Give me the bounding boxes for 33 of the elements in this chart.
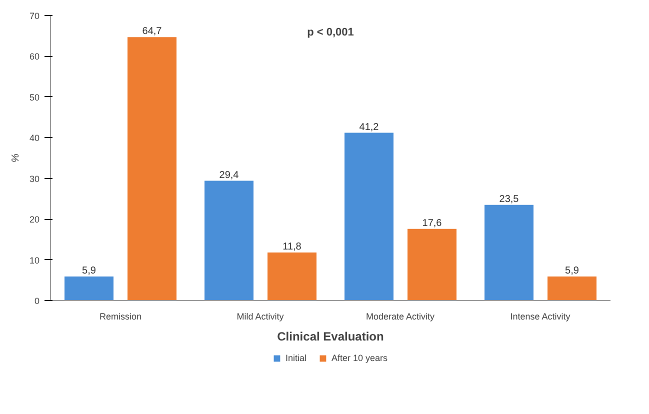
y-tick-label: 30 [29, 174, 40, 184]
data-label: 11,8 [282, 241, 302, 252]
bar [128, 37, 176, 300]
bar [484, 204, 534, 300]
y-tick-label: 20 [29, 214, 40, 225]
legend-label: After 10 years [331, 353, 388, 363]
data-label: 23,5 [499, 194, 520, 205]
bar [268, 252, 316, 300]
bar [408, 228, 456, 300]
data-label: 17,6 [422, 218, 442, 229]
annotation: p < 0,001 [307, 26, 354, 38]
bar [204, 180, 254, 300]
y-tick-label: 0 [34, 296, 40, 306]
y-tick-label: 10 [29, 255, 40, 266]
y-axis-title: % [10, 153, 22, 162]
data-label: 29,4 [219, 170, 240, 181]
bar [548, 276, 596, 300]
data-label: 64,7 [142, 26, 162, 38]
x-tick-label: Remission [99, 312, 142, 322]
y-tick-label: 70 [29, 11, 40, 21]
y-tick-label: 50 [29, 92, 40, 102]
bar [344, 132, 394, 300]
x-tick-label: Intense Activity [510, 312, 571, 322]
data-label: 5,9 [565, 265, 580, 276]
data-label: 41,2 [359, 122, 380, 133]
legend-label: Initial [285, 353, 306, 363]
y-tick-label: 40 [29, 133, 40, 144]
bar [64, 276, 114, 300]
x-axis-title: Clinical Evaluation [277, 330, 384, 344]
data-label: 5,9 [82, 265, 96, 276]
y-tick-label: 60 [29, 52, 40, 62]
x-tick-label: Mild Activity [236, 312, 284, 322]
x-tick-label: Moderate Activity [366, 312, 436, 322]
